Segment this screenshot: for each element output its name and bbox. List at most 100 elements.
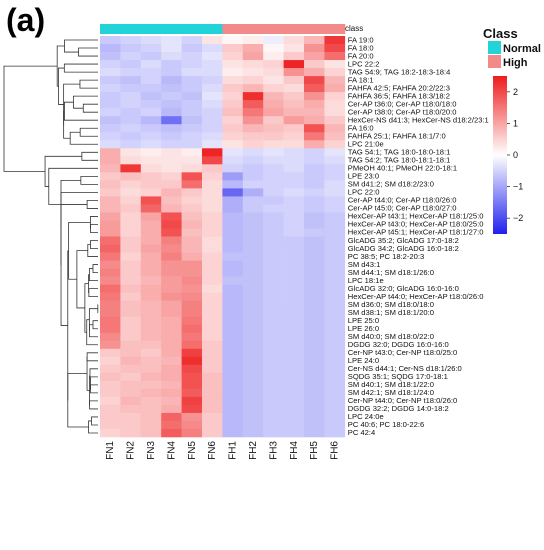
heatmap-cell xyxy=(242,292,264,301)
heatmap-cell xyxy=(161,60,182,69)
heatmap-cell xyxy=(100,124,121,133)
row-label: SM d41:2; SM d18:2/23:0 xyxy=(348,180,434,189)
heatmap-cell xyxy=(202,388,223,398)
heatmap-cell xyxy=(222,380,244,390)
heatmap-cell xyxy=(242,276,264,285)
heatmap-cell xyxy=(181,52,203,61)
heatmap-cell xyxy=(263,300,284,309)
legend-entry-normal: Normal xyxy=(503,43,541,55)
heatmap-cell xyxy=(181,340,203,350)
heatmap-cell xyxy=(100,140,121,149)
heatmap-cell xyxy=(202,276,223,285)
heatmap-cell xyxy=(242,356,264,366)
heatmap-cell xyxy=(242,420,264,430)
heatmap-cell xyxy=(161,84,182,93)
heatmap-cell xyxy=(181,388,203,398)
heatmap-cell xyxy=(202,428,223,438)
heatmap-cell xyxy=(140,324,162,334)
heatmap-cell xyxy=(242,332,264,342)
heatmap-cell xyxy=(140,236,162,245)
column-label: FN1 xyxy=(105,441,116,460)
heatmap-cell xyxy=(324,244,346,253)
class-cell-fn1 xyxy=(100,24,121,34)
row-label: FAHFA 25:1; FAHFA 18:1/7:0 xyxy=(348,131,446,140)
heatmap-cell xyxy=(181,164,203,173)
row-label: LPC 22:0 xyxy=(348,188,380,197)
row-label: PC 38:5; PC 18:2-20:3 xyxy=(348,252,424,261)
heatmap-cell xyxy=(161,180,182,189)
heatmap-cell xyxy=(324,36,346,45)
heatmap-cell xyxy=(283,84,305,93)
heatmap-cell xyxy=(161,332,182,342)
heatmap-cell xyxy=(100,332,121,342)
heatmap-cell xyxy=(304,260,325,269)
heatmap-cell xyxy=(283,44,305,53)
heatmap-cell xyxy=(181,108,203,117)
heatmap-cell xyxy=(100,100,121,109)
heatmap-cell xyxy=(222,36,244,45)
heatmap-cell xyxy=(283,132,305,141)
heatmap-cell xyxy=(140,124,162,133)
heatmap-cell xyxy=(100,340,121,350)
heatmap-cell xyxy=(263,44,284,53)
heatmap-cell xyxy=(120,212,142,221)
heatmap-cell xyxy=(140,300,162,309)
heatmap-cell xyxy=(140,420,162,430)
heatmap-cell xyxy=(304,364,325,374)
colorbar-tick-label: −2 xyxy=(513,213,523,223)
heatmap-cell xyxy=(120,412,142,422)
row-label: PC 40:6; PC 18:0-22:6 xyxy=(348,420,424,429)
heatmap-cell xyxy=(222,52,244,61)
heatmap-cell xyxy=(100,308,121,317)
heatmap-cell xyxy=(202,84,223,93)
heatmap-cell xyxy=(161,220,182,229)
heatmap-cell xyxy=(263,220,284,229)
heatmap-cell xyxy=(263,396,284,406)
heatmap-cell xyxy=(242,324,264,334)
heatmap-cell xyxy=(242,44,264,53)
heatmap-cell xyxy=(181,116,203,125)
heatmap-cell xyxy=(263,420,284,430)
row-label: LPE 25:0 xyxy=(348,316,379,325)
heatmap-cell xyxy=(324,188,346,197)
heatmap-cell xyxy=(202,52,223,61)
heatmap-cell xyxy=(202,140,223,149)
heatmap-cell xyxy=(161,132,182,141)
heatmap-cell xyxy=(283,292,305,301)
heatmap-cell xyxy=(304,60,325,69)
heatmap-cell xyxy=(202,76,223,85)
heatmap-cell xyxy=(100,188,121,197)
heatmap-cell xyxy=(304,156,325,165)
heatmap-cell xyxy=(140,356,162,366)
heatmap-cell xyxy=(140,260,162,269)
heatmap-cell xyxy=(202,68,223,77)
heatmap-cell xyxy=(304,172,325,181)
dendrogram-branch xyxy=(44,155,82,187)
heatmap-cell xyxy=(140,332,162,342)
row-label: Cer-AP t44:0; Cer-AP t18:0/26:0 xyxy=(348,196,457,205)
dendrogram-branch xyxy=(90,376,98,390)
heatmap-cell xyxy=(263,76,284,85)
heatmap-cell xyxy=(242,228,264,237)
heatmap-cell xyxy=(263,412,284,422)
heatmap-cell xyxy=(120,156,142,165)
heatmap-cell xyxy=(222,148,244,157)
heatmap-cell xyxy=(324,148,346,157)
heatmap-cell xyxy=(181,292,203,301)
heatmap-cell xyxy=(304,356,325,366)
heatmap-cell xyxy=(304,188,325,197)
heatmap-cell xyxy=(140,132,162,141)
heatmap-cell xyxy=(222,284,244,293)
heatmap-cell xyxy=(304,92,325,101)
column-label: FN4 xyxy=(166,441,177,460)
heatmap-cell xyxy=(140,244,162,253)
heatmap-cell xyxy=(324,316,346,326)
heatmap-cell xyxy=(181,316,203,326)
heatmap-cell xyxy=(324,404,346,414)
heatmap-cell xyxy=(304,124,325,133)
row-label: SM d43:1 xyxy=(348,260,381,269)
heatmap-cell xyxy=(140,52,162,61)
row-label: GlcADG 34:2; GlcADG 16:0-18:2 xyxy=(348,244,459,253)
row-label: SM d44:1; SM d18:1/26:0 xyxy=(348,268,434,277)
heatmap-cell xyxy=(263,268,284,277)
